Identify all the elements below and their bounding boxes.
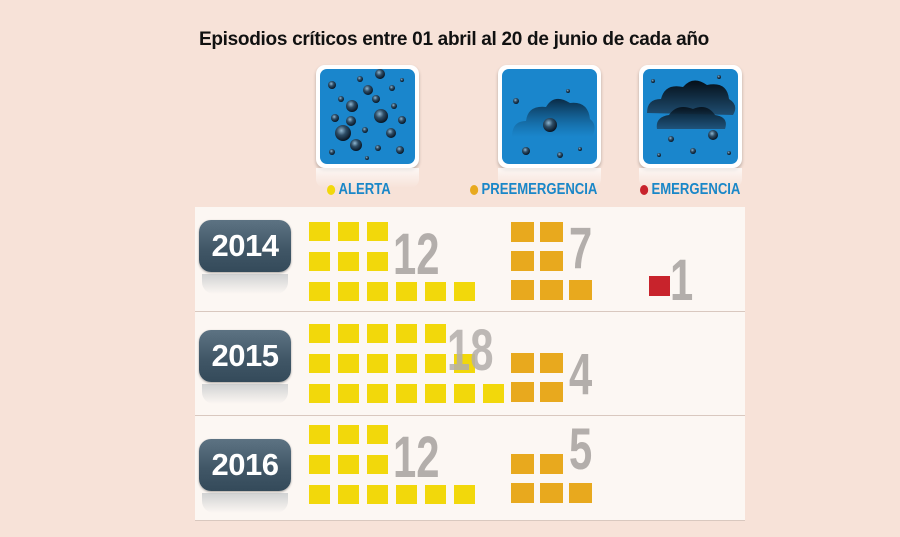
- row-divider: [195, 520, 745, 521]
- square-alerta-2014-5: [338, 252, 359, 271]
- particles-icon: [316, 65, 419, 168]
- legend-alerta: ALERTA: [327, 181, 391, 199]
- count-label-alerta-2015: 18: [447, 318, 494, 383]
- square-alerta-2014-12: [454, 282, 475, 301]
- count-label-alerta-2014: 12: [393, 222, 440, 287]
- square-preemergencia-2016-3: [511, 483, 534, 503]
- count-label-emergencia-2014: 1: [670, 248, 694, 313]
- square-preemergencia-2014-5: [511, 280, 534, 300]
- square-emergencia-2014-1: [649, 276, 670, 296]
- square-preemergencia-2014-7: [569, 280, 592, 300]
- square-preemergencia-2016-4: [540, 483, 563, 503]
- square-alerta-2015-8: [367, 354, 388, 373]
- square-alerta-2015-3: [367, 324, 388, 343]
- square-alerta-2016-7: [309, 485, 330, 504]
- square-alerta-2015-17: [454, 384, 475, 403]
- smog-cloud-icon: [498, 65, 601, 168]
- square-alerta-2016-8: [338, 485, 359, 504]
- chart-title: Episodios críticos entre 01 abril al 20 …: [199, 29, 709, 50]
- dark-smog-cloud-icon: [639, 65, 742, 168]
- square-alerta-2014-8: [338, 282, 359, 301]
- square-alerta-2014-9: [367, 282, 388, 301]
- square-preemergencia-2014-2: [540, 222, 563, 242]
- square-alerta-2015-2: [338, 324, 359, 343]
- legend-dot-alerta: [327, 185, 336, 195]
- square-alerta-2016-6: [367, 455, 388, 474]
- square-alerta-2015-15: [396, 384, 417, 403]
- square-alerta-2016-12: [454, 485, 475, 504]
- square-alerta-2014-2: [338, 222, 359, 241]
- legend-dot-emergencia: [640, 185, 649, 195]
- year-badge-2014: 2014: [199, 220, 291, 294]
- square-alerta-2015-1: [309, 324, 330, 343]
- square-alerta-2015-12: [309, 384, 330, 403]
- square-alerta-2016-2: [338, 425, 359, 444]
- square-preemergencia-2014-4: [540, 251, 563, 271]
- count-label-preemergencia-2014: 7: [569, 216, 593, 281]
- square-preemergencia-2016-1: [511, 454, 534, 474]
- square-preemergencia-2015-2: [540, 353, 563, 373]
- count-label-preemergencia-2016: 5: [569, 417, 593, 482]
- icon-reflection: [498, 168, 601, 188]
- square-preemergencia-2015-3: [511, 382, 534, 402]
- square-preemergencia-2014-3: [511, 251, 534, 271]
- icon-reflection: [639, 168, 742, 188]
- square-alerta-2015-16: [425, 384, 446, 403]
- square-alerta-2015-6: [309, 354, 330, 373]
- square-alerta-2015-13: [338, 384, 359, 403]
- square-alerta-2015-7: [338, 354, 359, 373]
- square-alerta-2016-10: [396, 485, 417, 504]
- square-alerta-2014-1: [309, 222, 330, 241]
- row-divider: [195, 415, 745, 416]
- square-preemergencia-2015-1: [511, 353, 534, 373]
- legend-emergencia: EMERGENCIA: [640, 181, 740, 199]
- square-alerta-2014-6: [367, 252, 388, 271]
- square-alerta-2014-10: [396, 282, 417, 301]
- square-alerta-2015-10: [425, 354, 446, 373]
- year-badge-2016: 2016: [199, 439, 291, 513]
- square-alerta-2016-3: [367, 425, 388, 444]
- square-alerta-2016-5: [338, 455, 359, 474]
- square-alerta-2015-5: [425, 324, 446, 343]
- square-alerta-2015-18: [483, 384, 504, 403]
- square-alerta-2015-9: [396, 354, 417, 373]
- legend-label-alerta: ALERTA: [338, 181, 391, 198]
- square-preemergencia-2015-4: [540, 382, 563, 402]
- square-alerta-2016-9: [367, 485, 388, 504]
- square-alerta-2015-14: [367, 384, 388, 403]
- icon-reflection: [316, 168, 419, 188]
- square-alerta-2014-3: [367, 222, 388, 241]
- square-preemergencia-2014-6: [540, 280, 563, 300]
- legend-preemergencia: PREEMERGENCIA: [470, 181, 597, 199]
- count-label-preemergencia-2015: 4: [569, 342, 593, 407]
- legend-label-emergencia: EMERGENCIA: [651, 181, 741, 198]
- year-badge-2015: 2015: [199, 330, 291, 404]
- square-alerta-2014-4: [309, 252, 330, 271]
- square-alerta-2014-11: [425, 282, 446, 301]
- square-alerta-2014-7: [309, 282, 330, 301]
- row-divider: [195, 311, 745, 312]
- count-label-alerta-2016: 12: [393, 425, 440, 490]
- square-alerta-2016-11: [425, 485, 446, 504]
- square-preemergencia-2016-5: [569, 483, 592, 503]
- square-alerta-2015-4: [396, 324, 417, 343]
- square-preemergencia-2014-1: [511, 222, 534, 242]
- legend-label-preemergencia: PREEMERGENCIA: [481, 181, 598, 198]
- square-alerta-2016-4: [309, 455, 330, 474]
- legend-dot-preemergencia: [470, 185, 479, 195]
- square-preemergencia-2016-2: [540, 454, 563, 474]
- square-alerta-2016-1: [309, 425, 330, 444]
- square-alerta-2015-11: [454, 354, 475, 373]
